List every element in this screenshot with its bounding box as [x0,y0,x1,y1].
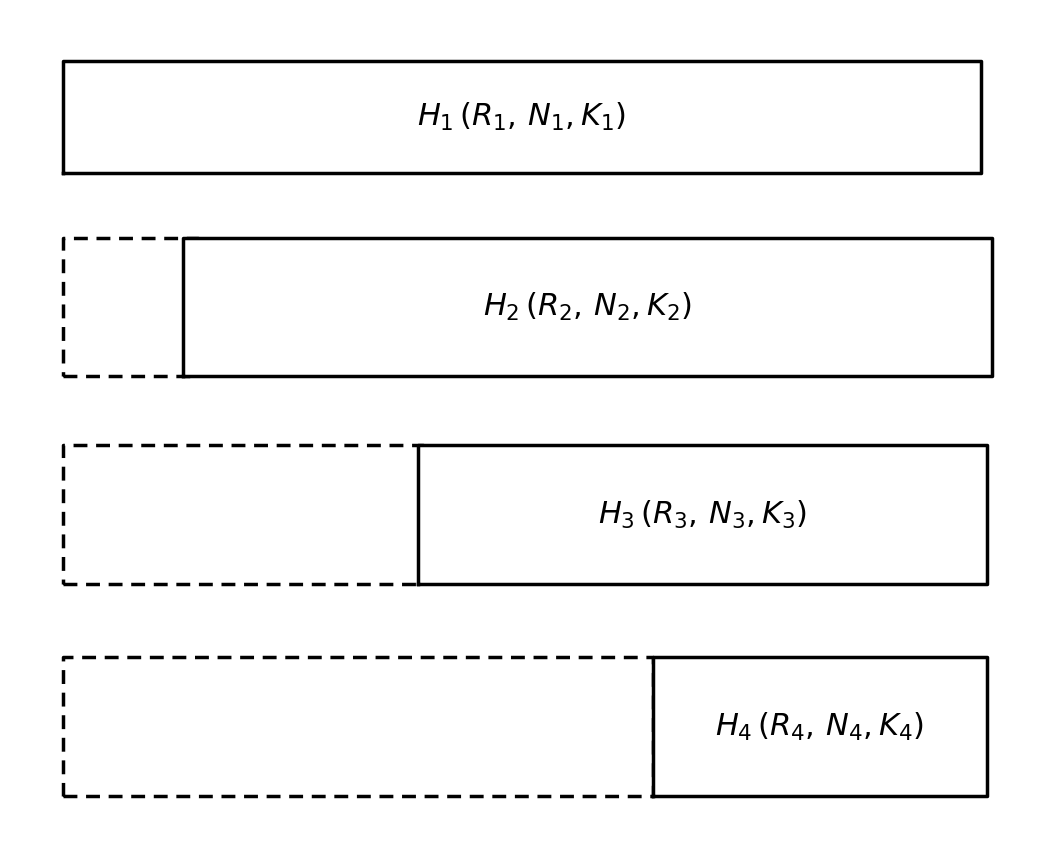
Text: $H_1\,(R_1,\,N_1,K_1)$: $H_1\,(R_1,\,N_1,K_1)$ [418,100,626,133]
Text: $H_2\,(R_2,\,N_2,K_2)$: $H_2\,(R_2,\,N_2,K_2)$ [482,291,692,324]
Bar [63,61,981,173]
Bar [183,238,992,376]
Bar [652,657,987,796]
Text: $H_4\,(R_4,\,N_4,K_4)$: $H_4\,(R_4,\,N_4,K_4)$ [715,710,924,743]
Bar [418,445,987,584]
Text: $H_3\,(R_3,\,N_3,K_3)$: $H_3\,(R_3,\,N_3,K_3)$ [597,498,807,531]
